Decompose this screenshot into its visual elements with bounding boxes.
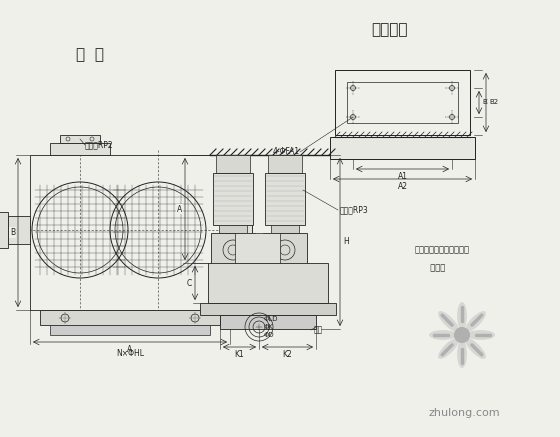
Text: H: H — [343, 237, 349, 246]
Circle shape — [243, 272, 275, 304]
Circle shape — [237, 266, 281, 310]
Bar — [213, 173, 253, 225]
Bar — [330, 137, 475, 159]
Bar — [240, 212, 252, 248]
Text: K2: K2 — [283, 350, 292, 359]
Bar — [50, 143, 110, 155]
Bar — [40, 310, 220, 325]
Ellipse shape — [457, 340, 467, 368]
Bar — [268, 155, 302, 173]
Bar — [271, 225, 299, 233]
Ellipse shape — [438, 311, 459, 332]
Text: C: C — [186, 278, 192, 288]
Text: 隔振垫: 隔振垫 — [425, 264, 445, 273]
Bar — [347, 82, 458, 123]
Text: B: B — [10, 228, 15, 237]
Bar — [8, 216, 30, 244]
Text: A: A — [177, 205, 182, 214]
Text: 型  号: 型 号 — [76, 48, 104, 62]
Text: A: A — [127, 345, 133, 354]
Bar — [200, 303, 336, 315]
Bar — [263, 233, 307, 268]
Text: ΦLD: ΦLD — [264, 316, 278, 322]
Bar — [219, 225, 247, 233]
Text: 底板: 底板 — [314, 326, 323, 334]
Text: 4-ΦFA1: 4-ΦFA1 — [273, 148, 300, 156]
Ellipse shape — [438, 338, 459, 359]
Ellipse shape — [467, 330, 495, 340]
Text: N×ΦHL: N×ΦHL — [116, 348, 144, 357]
Text: A1: A1 — [398, 172, 408, 181]
Bar — [220, 315, 316, 329]
Bar — [0, 212, 8, 248]
Text: 底板尺寸: 底板尺寸 — [372, 22, 408, 38]
Text: 隔振垫（隔振器）规格：: 隔振垫（隔振器）规格： — [415, 246, 470, 254]
Ellipse shape — [457, 302, 467, 330]
Bar — [230, 216, 252, 244]
Text: zhulong.com: zhulong.com — [428, 408, 500, 418]
Text: ΦK: ΦK — [264, 324, 274, 330]
Bar — [211, 233, 255, 268]
Ellipse shape — [465, 311, 486, 332]
Text: B2: B2 — [489, 100, 498, 105]
Text: ΦD: ΦD — [264, 332, 274, 338]
Text: 排气口RP3: 排气口RP3 — [340, 205, 368, 215]
Bar — [50, 325, 210, 335]
Bar — [60, 135, 100, 143]
Bar — [335, 70, 470, 135]
Text: B1: B1 — [482, 100, 491, 105]
Ellipse shape — [429, 330, 457, 340]
Text: A2: A2 — [398, 182, 408, 191]
Bar — [235, 233, 280, 278]
Bar — [30, 155, 230, 310]
Circle shape — [455, 328, 469, 342]
Bar — [208, 263, 328, 303]
Text: 测压口RP2: 测压口RP2 — [85, 141, 114, 149]
Text: K1: K1 — [235, 350, 244, 359]
Bar — [265, 173, 305, 225]
Ellipse shape — [465, 338, 486, 359]
Bar — [216, 155, 250, 173]
